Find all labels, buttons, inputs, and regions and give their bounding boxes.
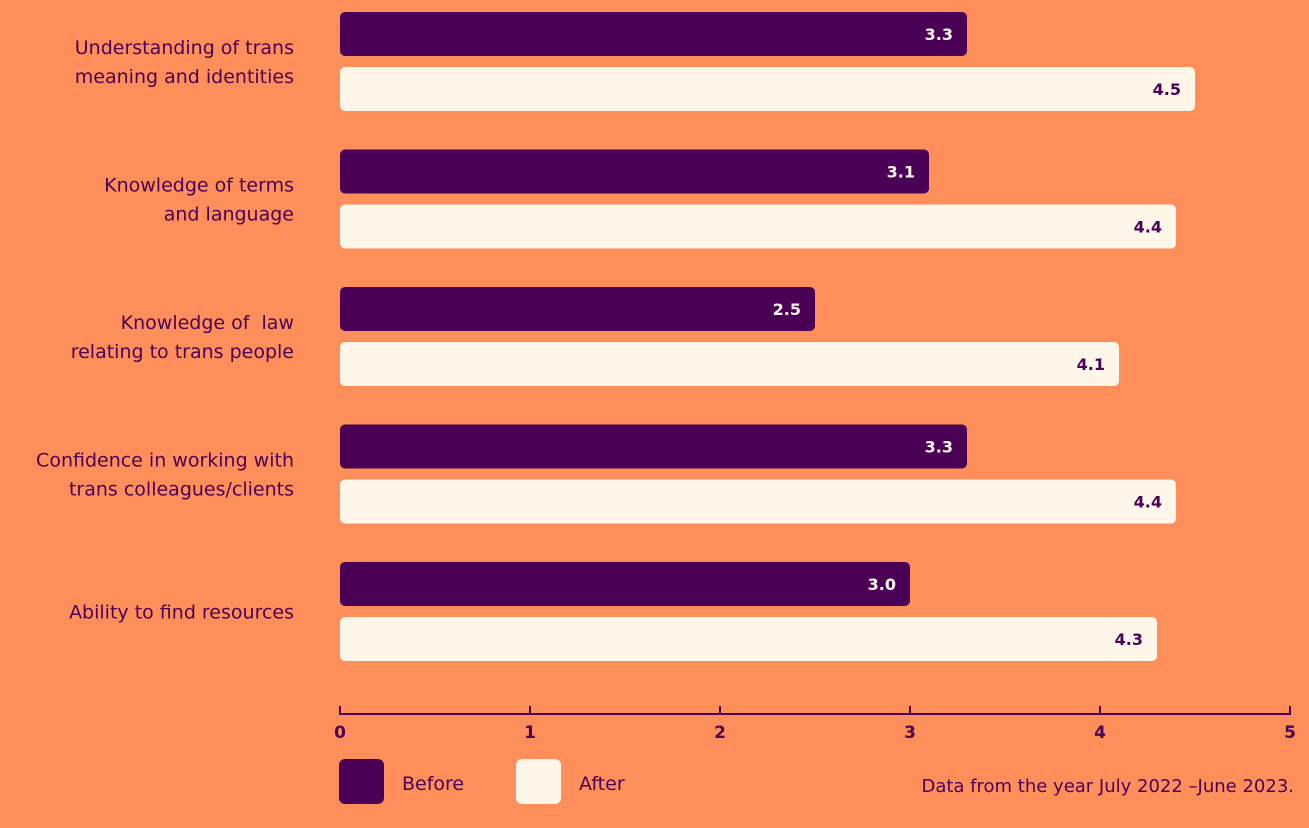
bars-layer: 3.3 4.5 3.1 4.4 2.5 4.1 3.3 4.4 3.0 4.3: [340, 12, 1195, 661]
bar-value-label: 4.3: [1115, 630, 1143, 649]
legend: Before After: [339, 759, 625, 804]
legend-label-before: Before: [402, 773, 464, 795]
bar-value-label: 4.4: [1134, 218, 1162, 237]
bar-before-2: [340, 287, 815, 331]
x-tick-label: 5: [1284, 723, 1296, 743]
legend-swatch-after: [516, 759, 561, 804]
x-tick-label: 2: [714, 723, 726, 743]
category-label: Ability to find resources: [69, 602, 294, 624]
bar-before-4: [340, 562, 910, 606]
bar-value-label: 4.5: [1153, 80, 1181, 99]
category-label: Knowledge of terms: [104, 175, 294, 197]
footnote: Data from the year July 2022 –June 2023.: [921, 776, 1294, 797]
legend-swatch-before: [339, 759, 384, 804]
x-tick-label: 0: [334, 723, 346, 743]
category-label: Confidence in working with: [36, 450, 294, 472]
bar-value-label: 3.3: [925, 438, 953, 457]
category-labels: Understanding of trans meaning and identi…: [36, 37, 294, 624]
category-label: relating to trans people: [71, 341, 294, 363]
bar-value-label: 4.1: [1077, 355, 1105, 374]
category-label: Knowledge of law: [121, 312, 294, 334]
bar-before-0: [340, 12, 967, 56]
bar-value-label: 2.5: [773, 300, 801, 319]
x-tick-label: 3: [904, 723, 916, 743]
category-label: trans colleagues/clients: [69, 479, 294, 501]
bar-after-3: [340, 479, 1176, 524]
x-axis: 0 1 2 3 4 5: [334, 706, 1296, 743]
bar-before-3: [340, 424, 967, 469]
x-tick-label: 4: [1094, 723, 1106, 743]
bar-value-label: 3.1: [887, 163, 915, 182]
bar-before-1: [340, 149, 929, 194]
bar-value-label: 3.3: [925, 25, 953, 44]
category-label: meaning and identities: [75, 66, 294, 88]
bar-value-label: 3.0: [868, 575, 896, 594]
category-label: Understanding of trans: [75, 37, 294, 59]
bar-after-0: [340, 67, 1195, 111]
bar-after-4: [340, 617, 1157, 661]
bar-after-2: [340, 342, 1119, 386]
x-tick-label: 1: [524, 723, 536, 743]
bar-after-1: [340, 204, 1176, 249]
legend-label-after: After: [579, 773, 625, 795]
category-label: and language: [164, 204, 294, 226]
bar-value-label: 4.4: [1134, 493, 1162, 512]
